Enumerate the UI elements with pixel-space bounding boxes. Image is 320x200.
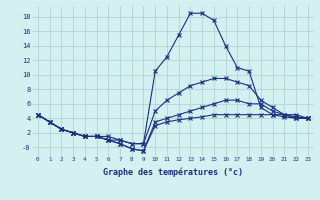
X-axis label: Graphe des températures (°c): Graphe des températures (°c) [103,168,243,177]
